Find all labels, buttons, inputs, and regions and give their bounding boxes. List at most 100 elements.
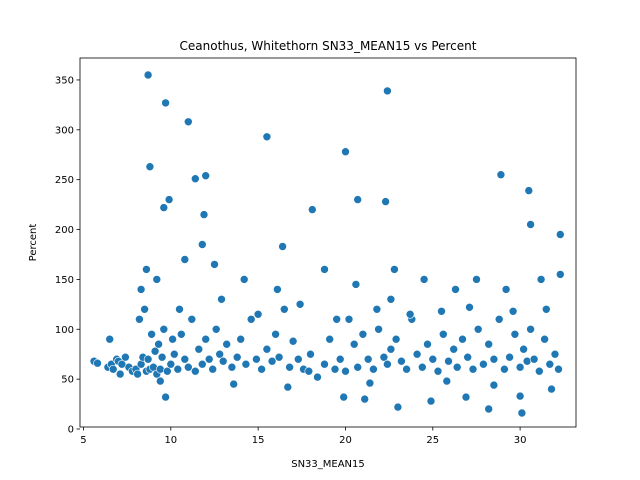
data-point (419, 275, 429, 284)
x-tick-label: 30 (514, 435, 527, 446)
data-point (465, 302, 474, 312)
data-point (479, 359, 488, 369)
data-point (339, 392, 349, 402)
data-point (163, 366, 172, 376)
data-point (253, 309, 263, 319)
data-point (500, 364, 509, 374)
data-point (201, 171, 210, 180)
data-point (391, 334, 401, 344)
data-point (159, 324, 169, 334)
data-point (295, 299, 305, 309)
data-point (386, 344, 396, 354)
data-point (417, 362, 427, 372)
data-point (547, 384, 556, 394)
data-point (550, 349, 560, 359)
data-point (353, 195, 363, 204)
data-point (279, 304, 289, 314)
data-point (143, 70, 153, 80)
data-point (451, 285, 460, 294)
data-point (161, 98, 170, 108)
data-point (468, 364, 478, 374)
data-point (156, 376, 165, 386)
data-point (239, 275, 249, 284)
data-point (161, 392, 170, 402)
data-point (288, 336, 298, 346)
data-point (229, 379, 238, 389)
data-point (215, 349, 224, 359)
data-point (136, 285, 146, 294)
data-point (524, 186, 534, 195)
data-point (540, 334, 549, 344)
data-point (369, 364, 378, 374)
data-point (442, 376, 452, 386)
data-point (383, 86, 392, 96)
data-point (217, 294, 226, 304)
data-point (166, 359, 176, 369)
x-tick-label: 15 (252, 435, 265, 446)
data-point (534, 366, 544, 376)
data-point (494, 314, 504, 324)
data-point (204, 354, 214, 364)
data-point (501, 285, 511, 294)
data-point (529, 354, 539, 364)
data-point (135, 314, 144, 324)
data-point (341, 147, 350, 156)
data-point (397, 356, 406, 366)
data-point (437, 306, 446, 316)
data-point (191, 366, 200, 376)
data-point (222, 339, 231, 349)
data-point (325, 334, 335, 344)
data-point (180, 354, 190, 364)
data-point (93, 358, 102, 368)
data-point (304, 366, 314, 376)
data-point (360, 394, 370, 404)
data-point (536, 275, 546, 284)
data-point (472, 275, 481, 284)
data-point (508, 306, 518, 316)
data-point (140, 304, 149, 314)
data-point (175, 304, 184, 314)
data-point (344, 314, 354, 324)
data-point (449, 344, 459, 354)
data-point (433, 366, 443, 376)
data-point (428, 354, 438, 364)
data-point (199, 210, 209, 219)
data-point (236, 334, 245, 344)
data-point (484, 404, 494, 414)
data-point (330, 364, 340, 374)
data-point (150, 346, 160, 356)
data-point (154, 339, 163, 349)
data-point (519, 344, 528, 354)
data-point (257, 364, 266, 374)
data-point (157, 352, 167, 362)
data-point (545, 359, 555, 369)
data-point (473, 324, 483, 334)
data-point (267, 356, 277, 366)
data-point (313, 372, 322, 382)
data-point (515, 362, 525, 372)
y-axis-ticks: 0 50 100 150 200 250 300 350 (55, 75, 80, 435)
data-point (252, 354, 261, 364)
chart-title: Ceanothus, Whitethorn SN33_MEAN15 vs Per… (180, 39, 477, 53)
data-point (246, 314, 256, 324)
data-point (278, 242, 287, 251)
data-point (121, 352, 130, 362)
data-point (152, 275, 162, 284)
data-point (232, 352, 242, 362)
data-point (147, 329, 156, 339)
data-point (105, 334, 114, 344)
data-point (402, 364, 411, 374)
data-point (386, 294, 396, 304)
data-point (517, 408, 527, 418)
data-point (241, 359, 251, 369)
data-point (505, 352, 514, 362)
y-tick-label: 50 (61, 375, 74, 386)
x-tick-label: 10 (164, 435, 177, 446)
data-point (393, 402, 403, 412)
data-point (168, 334, 177, 344)
x-tick-label: 5 (80, 435, 86, 446)
plot-frame (79, 57, 577, 428)
data-point (173, 364, 183, 374)
data-point (405, 309, 415, 319)
